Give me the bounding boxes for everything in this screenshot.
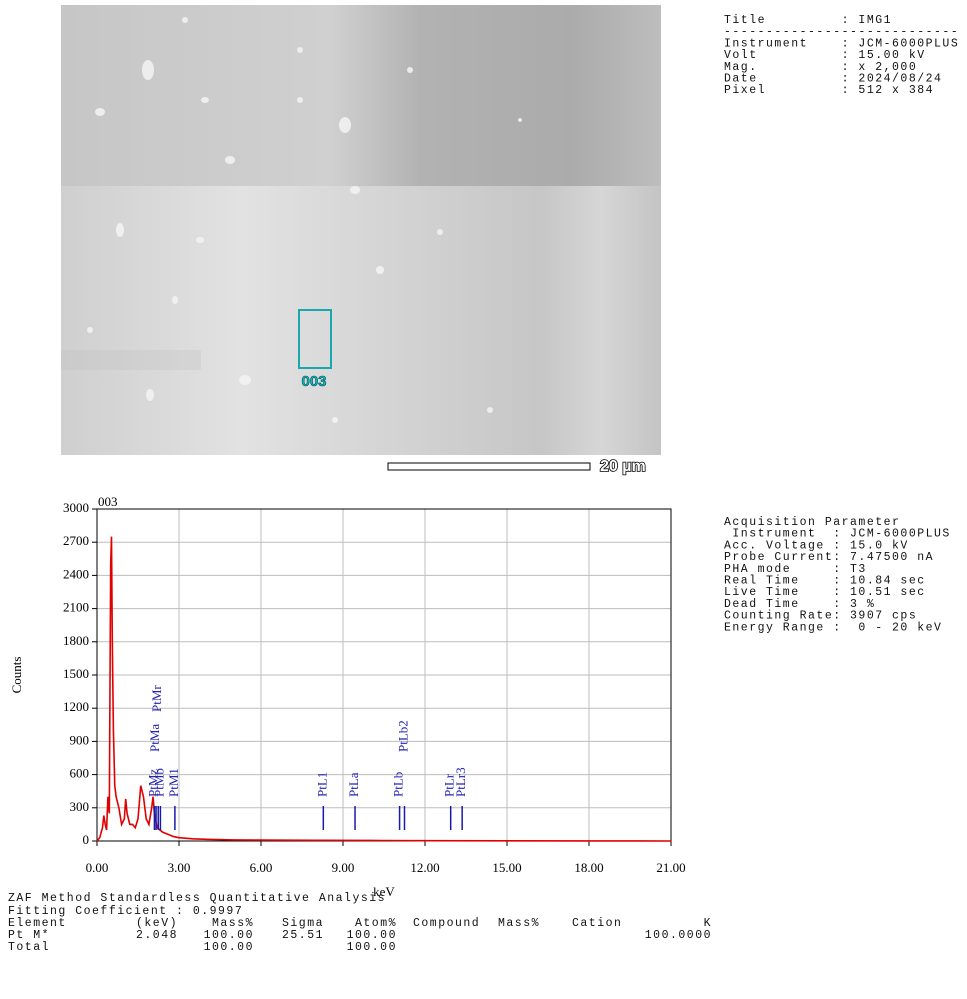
info-line: Pixel : 512 x 384 bbox=[724, 84, 934, 97]
table-cell: 100.00 bbox=[347, 941, 397, 954]
table-cell: 100.00 bbox=[204, 941, 254, 954]
acquisition-line: Energy Range : 0 - 20 keV bbox=[724, 621, 942, 634]
x-tick-label: 6.00 bbox=[250, 860, 273, 875]
peak-label: PtMb bbox=[151, 768, 166, 797]
table-cell: Total bbox=[8, 941, 50, 954]
y-tick-label: 2400 bbox=[63, 566, 89, 581]
x-tick-label: 21.00 bbox=[656, 860, 685, 875]
table-header: Compound bbox=[413, 917, 480, 930]
y-axis-label: Counts bbox=[9, 657, 24, 694]
sem-image bbox=[61, 5, 661, 455]
table-cell: 100.0000 bbox=[645, 929, 712, 942]
peak-label: PtLb2 bbox=[395, 720, 410, 752]
peak-label: PtLb bbox=[391, 772, 406, 797]
peak-label: PtMa bbox=[147, 724, 162, 752]
table-header: Cation bbox=[572, 917, 622, 930]
table-cell: 25.51 bbox=[282, 929, 324, 942]
x-tick-label: 15.00 bbox=[492, 860, 521, 875]
scale-bar bbox=[388, 463, 590, 470]
peak-label: PtLa bbox=[346, 772, 361, 797]
y-tick-label: 1200 bbox=[63, 699, 89, 714]
table-cell: 2.048 bbox=[136, 929, 178, 942]
y-tick-label: 0 bbox=[83, 832, 90, 847]
peak-label: PtL1 bbox=[314, 772, 329, 797]
report: 003 20 µm 003 keV Counts ZAF Method Stan… bbox=[0, 0, 967, 999]
y-tick-label: 2700 bbox=[63, 533, 89, 548]
chart-title: 003 bbox=[98, 494, 118, 509]
x-tick-label: 3.00 bbox=[168, 860, 191, 875]
spectrum-line bbox=[97, 537, 671, 841]
x-tick-label: 0.00 bbox=[86, 860, 109, 875]
region-label: 003 bbox=[301, 373, 326, 390]
scale-bar-label: 20 µm bbox=[600, 458, 646, 475]
y-tick-label: 600 bbox=[70, 766, 90, 781]
peak-label: PtM1 bbox=[166, 768, 181, 797]
y-tick-label: 1500 bbox=[63, 666, 89, 681]
x-tick-label: 9.00 bbox=[332, 860, 355, 875]
table-header: Mass% bbox=[498, 917, 540, 930]
analysis-title: ZAF Method Standardless Quantitative Ana… bbox=[8, 892, 386, 905]
y-tick-label: 900 bbox=[70, 732, 90, 747]
peak-label: PtLr3 bbox=[453, 767, 468, 797]
y-tick-label: 3000 bbox=[63, 500, 89, 515]
y-tick-label: 2100 bbox=[63, 600, 89, 615]
y-tick-label: 1800 bbox=[63, 633, 89, 648]
x-tick-label: 12.00 bbox=[410, 860, 439, 875]
x-tick-label: 18.00 bbox=[574, 860, 603, 875]
y-tick-label: 300 bbox=[70, 799, 90, 814]
peak-label: PtMr bbox=[149, 685, 164, 712]
